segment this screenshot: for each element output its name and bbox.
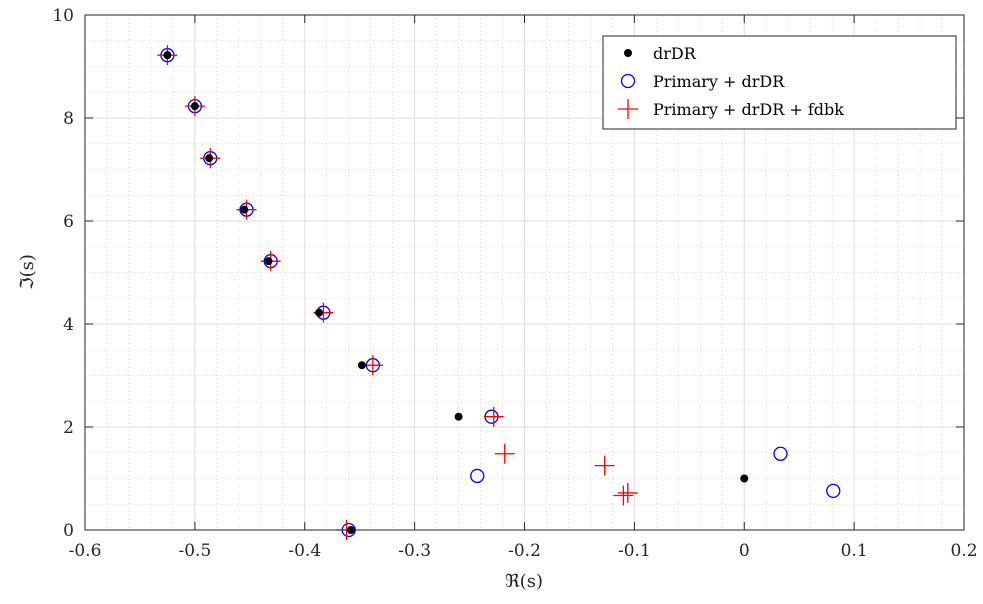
data-point-dot	[190, 102, 199, 111]
data-point-plus	[483, 406, 504, 427]
x-tick-label: -0.5	[178, 541, 211, 561]
data-point-dot	[740, 474, 749, 483]
data-point-plus	[617, 482, 638, 503]
legend-entry-label: drDR	[653, 44, 697, 63]
data-point-dot	[240, 205, 249, 214]
y-tick-label: 0	[63, 521, 74, 541]
data-point-dot	[357, 361, 366, 370]
data-point-circle	[470, 468, 485, 484]
legend: drDR Primary + drDR Primary + drDR + fdbk	[602, 35, 957, 130]
x-tick-label: 0	[739, 541, 750, 561]
legend-box	[602, 35, 957, 130]
legend-entry-label: Primary + drDR + fdbk	[653, 100, 844, 119]
data-point-dot	[205, 154, 214, 163]
legend-marker-plus	[618, 99, 638, 119]
axis-ticks	[84, 14, 965, 531]
data-point-dot	[163, 51, 172, 60]
data-point-dot	[264, 257, 273, 266]
data-point-dot	[454, 412, 463, 421]
y-tick-label: 10	[52, 6, 74, 26]
legend-marker-circle	[620, 73, 636, 89]
x-tick-label: -0.4	[288, 541, 321, 561]
data-point-plus	[362, 355, 383, 376]
x-tick-label: -0.1	[618, 541, 651, 561]
y-tick-label: 6	[63, 212, 74, 232]
x-tick-label: 0.1	[841, 541, 868, 561]
x-tick-label: -0.2	[508, 541, 541, 561]
minor-grid	[85, 15, 964, 530]
data-point-circle	[826, 483, 841, 499]
y-tick-label: 2	[63, 418, 74, 438]
legend-marker-dot	[624, 49, 632, 57]
data-point-plus	[613, 485, 634, 506]
x-tick-label: -0.3	[398, 541, 431, 561]
data-point-plus	[594, 455, 615, 476]
data-point-circle	[773, 446, 788, 461]
y-tick-label: 8	[63, 109, 74, 129]
x-tick-label: -0.6	[69, 541, 102, 561]
tick-labels: -0.6 -0.5 -0.4 -0.3 -0.2 -0.1 0 0.1 0.2 0 2 4 6 8 10	[52, 6, 977, 561]
x-tick-label: 0.2	[950, 541, 977, 561]
data-point-plus	[494, 443, 515, 464]
x-axis-label: ℜ(s)	[505, 571, 543, 592]
data-layer	[157, 45, 841, 540]
series-dot	[163, 51, 749, 534]
data-point-dot	[315, 308, 324, 317]
series-plus	[157, 45, 638, 540]
y-axis-label: ℑ(s)	[17, 254, 38, 290]
y-tick-label: 4	[63, 315, 74, 335]
legend-entry-label: Primary + drDR	[653, 72, 785, 91]
